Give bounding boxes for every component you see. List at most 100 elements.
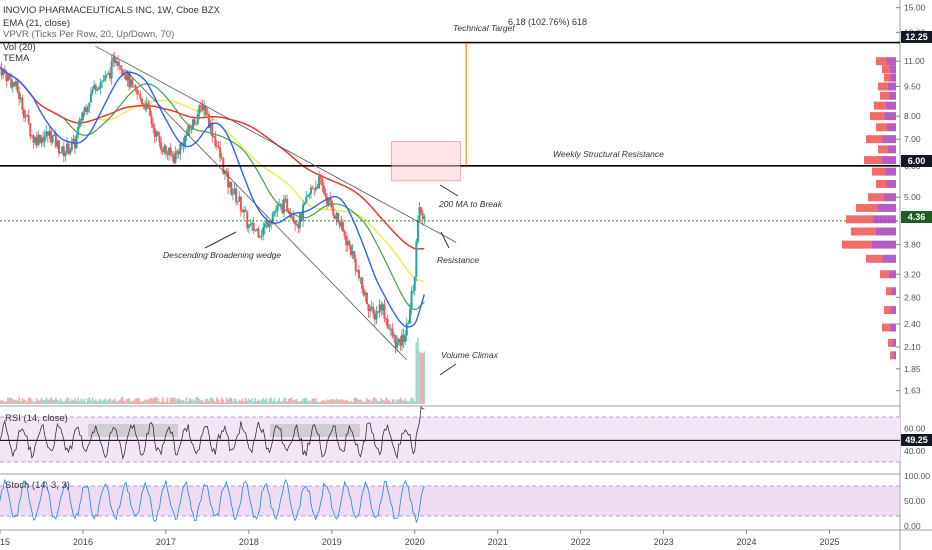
volume-bar bbox=[396, 399, 398, 404]
volume-bar bbox=[342, 399, 344, 404]
volume-bar bbox=[311, 398, 314, 404]
volume-bar bbox=[112, 399, 115, 404]
volume-bar bbox=[147, 399, 150, 404]
candle bbox=[357, 270, 360, 279]
volume-profile-bar bbox=[885, 167, 896, 176]
volume-bar bbox=[348, 401, 351, 404]
volume-profile-bar bbox=[882, 65, 890, 74]
volume-bar bbox=[209, 397, 212, 404]
vpvr-indicator-label[interactable]: VPVR (Ticks Per Row, 20, Up/Down, 70) bbox=[3, 29, 175, 40]
volume-bar bbox=[141, 401, 143, 404]
candle bbox=[329, 198, 332, 201]
volume-bar bbox=[179, 399, 182, 404]
candle bbox=[13, 82, 16, 87]
candle bbox=[32, 135, 35, 143]
time-tick-label: 2016 bbox=[73, 537, 93, 547]
resistance-label: Resistance bbox=[437, 255, 480, 265]
candle bbox=[306, 195, 309, 197]
volume-bar bbox=[174, 398, 177, 404]
volume-profile-bar bbox=[876, 57, 887, 66]
candle bbox=[367, 304, 370, 312]
volume-bar bbox=[197, 397, 199, 404]
candle bbox=[345, 236, 348, 246]
volume-indicator-label[interactable]: Vol (20) bbox=[3, 42, 36, 53]
volume-profile-bar bbox=[889, 65, 896, 74]
weekly-resistance-label: Weekly Structural Resistance bbox=[553, 149, 664, 159]
candle bbox=[318, 176, 321, 189]
candle bbox=[287, 210, 290, 214]
volume-bar bbox=[300, 400, 303, 404]
stoch-pane-label[interactable]: Stoch (14, 3, 3) bbox=[5, 480, 70, 491]
volume-bar bbox=[335, 398, 338, 404]
volume-bar bbox=[270, 397, 272, 404]
candle bbox=[380, 304, 383, 311]
volume-bar bbox=[399, 397, 402, 404]
volume-bar bbox=[182, 399, 185, 404]
candle bbox=[298, 213, 301, 229]
stoch-tick-label: 50.00 bbox=[904, 496, 926, 506]
wedge-label: Descending Broadening wedge bbox=[163, 250, 282, 260]
candle bbox=[26, 115, 29, 117]
volume-bar bbox=[308, 400, 311, 404]
candle bbox=[254, 229, 257, 231]
candle bbox=[372, 306, 375, 315]
volume-bar bbox=[313, 398, 316, 404]
candle bbox=[252, 222, 255, 231]
volume-bar bbox=[415, 342, 418, 404]
candle bbox=[174, 152, 177, 163]
volume-profile-bar bbox=[866, 135, 883, 144]
ema-indicator-label[interactable]: EMA (21, close) bbox=[3, 18, 71, 29]
volume-profile-bar bbox=[880, 91, 889, 100]
price-tick-label: 15.00 bbox=[904, 3, 926, 13]
volume-bar bbox=[252, 401, 255, 404]
price-tag-last: 4.36 bbox=[901, 211, 932, 223]
candle bbox=[161, 149, 164, 153]
candle bbox=[381, 304, 384, 311]
volume-bar bbox=[421, 352, 424, 404]
candle bbox=[410, 291, 413, 310]
candle bbox=[201, 105, 204, 111]
candle bbox=[373, 314, 376, 320]
candle bbox=[271, 213, 274, 221]
price-tick-label: 8.00 bbox=[904, 111, 921, 121]
candle bbox=[93, 84, 96, 90]
time-tick-label: 2017 bbox=[156, 537, 176, 547]
candle bbox=[257, 228, 260, 238]
volume-bar bbox=[26, 401, 28, 404]
candle bbox=[412, 290, 415, 292]
candle bbox=[297, 223, 300, 229]
volume-profile-bar bbox=[846, 215, 874, 224]
volume-profile-bar bbox=[886, 287, 892, 296]
volume-profile-bar bbox=[851, 227, 876, 236]
candle bbox=[169, 147, 172, 154]
candle bbox=[338, 222, 341, 227]
volume-bar bbox=[109, 398, 111, 404]
price-tick-label: 11.00 bbox=[904, 56, 925, 66]
candle bbox=[48, 130, 51, 136]
volume-bar bbox=[340, 399, 343, 404]
volume-bar bbox=[391, 399, 394, 404]
candle bbox=[361, 277, 364, 289]
volume-profile-bar bbox=[886, 101, 896, 110]
candle bbox=[314, 186, 317, 191]
volume-bar bbox=[149, 398, 151, 404]
candle bbox=[176, 151, 179, 153]
volume-profile-bar bbox=[887, 57, 896, 66]
resistance-arrow bbox=[440, 231, 450, 249]
volume-bar bbox=[235, 399, 237, 404]
candle bbox=[195, 123, 198, 125]
candle bbox=[259, 236, 262, 238]
candle bbox=[247, 225, 250, 228]
price-tick-label: 2.80 bbox=[904, 292, 921, 302]
candle bbox=[308, 193, 311, 196]
candle bbox=[356, 270, 359, 272]
volume-profile-bar bbox=[864, 156, 882, 165]
volume-bar bbox=[378, 401, 381, 404]
volume-bar bbox=[243, 401, 245, 404]
volume-bar bbox=[51, 399, 54, 404]
volume-bar bbox=[382, 400, 384, 404]
volume-bar bbox=[37, 400, 40, 404]
rsi-pane-label[interactable]: RSI (14, close) bbox=[5, 413, 68, 424]
tema-indicator-label[interactable]: TEMA bbox=[3, 53, 30, 64]
